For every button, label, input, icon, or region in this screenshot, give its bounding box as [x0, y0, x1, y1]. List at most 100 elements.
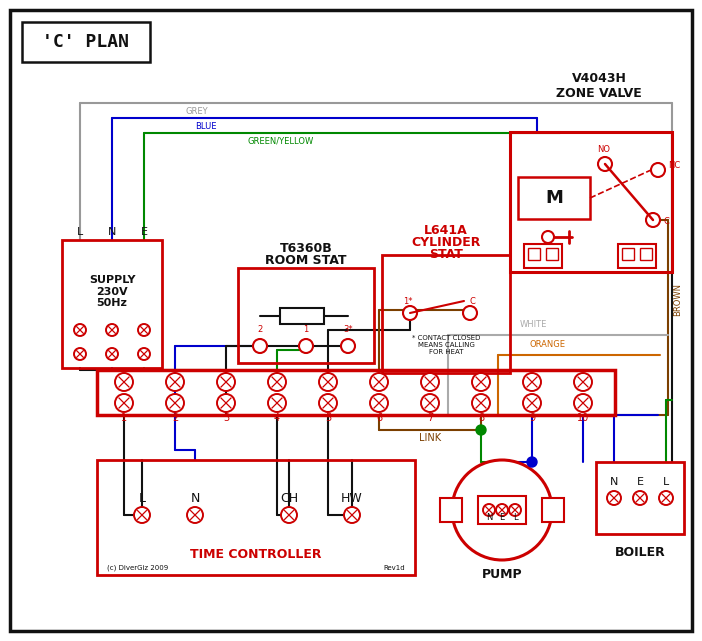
Circle shape: [452, 460, 552, 560]
Circle shape: [574, 394, 592, 412]
Circle shape: [633, 491, 647, 505]
Circle shape: [319, 373, 337, 391]
Text: SUPPLY
230V
50Hz: SUPPLY 230V 50Hz: [88, 275, 135, 308]
Text: CH: CH: [280, 492, 298, 504]
Circle shape: [607, 491, 621, 505]
Circle shape: [166, 394, 184, 412]
Text: 2: 2: [258, 326, 263, 335]
Bar: [546, 248, 558, 260]
Circle shape: [138, 348, 150, 360]
Circle shape: [523, 373, 541, 391]
Bar: [382, 255, 510, 373]
Circle shape: [319, 394, 337, 412]
Circle shape: [370, 373, 388, 391]
Text: GREEN/YELLOW: GREEN/YELLOW: [248, 137, 314, 146]
Bar: [524, 244, 562, 268]
Text: 3: 3: [223, 413, 229, 423]
Text: * CONTACT CLOSED
MEANS CALLING
FOR HEAT: * CONTACT CLOSED MEANS CALLING FOR HEAT: [412, 335, 480, 355]
Circle shape: [341, 339, 355, 353]
Bar: [97, 370, 615, 415]
Bar: [618, 244, 656, 268]
Text: V4043H
ZONE VALVE: V4043H ZONE VALVE: [556, 72, 642, 100]
Text: GREY: GREY: [185, 107, 208, 116]
Text: 3*: 3*: [343, 326, 353, 335]
Text: TIME CONTROLLER: TIME CONTROLLER: [190, 549, 322, 562]
Circle shape: [138, 324, 150, 336]
Text: BLUE: BLUE: [195, 122, 216, 131]
Text: LINK: LINK: [419, 433, 441, 443]
Text: CYLINDER: CYLINDER: [411, 235, 481, 249]
Text: 1: 1: [303, 326, 309, 335]
Bar: [640, 248, 652, 260]
Text: HW: HW: [341, 492, 363, 504]
Text: BOILER: BOILER: [615, 545, 665, 558]
Circle shape: [299, 339, 313, 353]
Circle shape: [483, 504, 495, 516]
Text: L: L: [663, 477, 669, 487]
Text: ROOM STAT: ROOM STAT: [265, 253, 347, 267]
Circle shape: [463, 306, 477, 320]
Text: L641A: L641A: [424, 224, 468, 237]
Circle shape: [421, 373, 439, 391]
Text: 1*: 1*: [403, 297, 413, 306]
Bar: [440, 498, 462, 522]
Bar: [62, 240, 162, 368]
Circle shape: [134, 507, 150, 523]
Text: ORANGE: ORANGE: [530, 340, 566, 349]
Text: 'C' PLAN: 'C' PLAN: [43, 33, 129, 51]
Text: 7: 7: [427, 413, 433, 423]
Bar: [478, 496, 526, 524]
Circle shape: [106, 324, 118, 336]
Bar: [622, 248, 634, 260]
Text: STAT: STAT: [429, 247, 463, 260]
Text: 9: 9: [529, 413, 535, 423]
Circle shape: [166, 373, 184, 391]
Text: NO: NO: [597, 146, 610, 154]
Circle shape: [421, 394, 439, 412]
Circle shape: [106, 348, 118, 360]
Text: N: N: [610, 477, 618, 487]
Circle shape: [344, 507, 360, 523]
Circle shape: [598, 157, 612, 171]
Circle shape: [574, 373, 592, 391]
Circle shape: [115, 394, 133, 412]
Text: E: E: [637, 477, 644, 487]
Bar: [518, 177, 590, 219]
Text: (c) DiverGiz 2009: (c) DiverGiz 2009: [107, 565, 168, 571]
Text: 2: 2: [172, 413, 178, 423]
Bar: [280, 308, 324, 324]
Bar: [97, 460, 415, 575]
Circle shape: [472, 394, 490, 412]
Circle shape: [217, 373, 235, 391]
Text: C: C: [663, 217, 669, 226]
Circle shape: [496, 504, 508, 516]
Bar: [542, 498, 564, 522]
Text: Rev1d: Rev1d: [383, 565, 405, 571]
Text: E: E: [499, 513, 505, 522]
Circle shape: [268, 373, 286, 391]
Text: L: L: [77, 227, 83, 237]
Text: NC: NC: [668, 162, 680, 171]
Text: WHITE: WHITE: [520, 320, 548, 329]
Bar: [596, 462, 684, 534]
Circle shape: [253, 339, 267, 353]
Text: N: N: [108, 227, 117, 237]
Circle shape: [268, 394, 286, 412]
Text: BROWN: BROWN: [673, 283, 682, 317]
Text: E: E: [140, 227, 147, 237]
Circle shape: [74, 324, 86, 336]
Circle shape: [115, 373, 133, 391]
Text: 8: 8: [478, 413, 484, 423]
Circle shape: [403, 306, 417, 320]
Text: N: N: [190, 492, 199, 504]
Circle shape: [476, 425, 486, 435]
Text: T6360B: T6360B: [279, 242, 332, 254]
Text: C: C: [469, 297, 475, 306]
Text: 6: 6: [376, 413, 382, 423]
Circle shape: [187, 507, 203, 523]
Circle shape: [523, 394, 541, 412]
Text: PUMP: PUMP: [482, 569, 522, 581]
Text: 5: 5: [325, 413, 331, 423]
Text: N: N: [486, 513, 492, 522]
Circle shape: [217, 394, 235, 412]
